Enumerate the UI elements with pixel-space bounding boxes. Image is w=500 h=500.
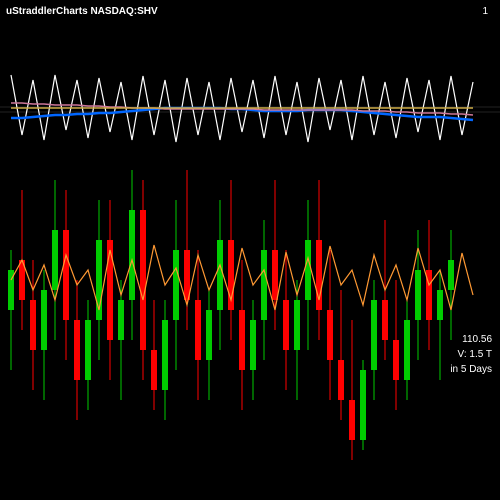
price-label: 110.56 — [450, 334, 492, 345]
period-label: in 5 Days — [450, 364, 492, 375]
volume-label: V: 1.5 T — [450, 349, 492, 360]
chart-canvas — [0, 0, 500, 500]
info-block: 110.56 V: 1.5 T in 5 Days — [450, 330, 492, 379]
stock-chart: uStraddlerCharts NASDAQ:SHV 1 110.56 V: … — [0, 0, 500, 500]
ma-blue — [11, 108, 473, 120]
